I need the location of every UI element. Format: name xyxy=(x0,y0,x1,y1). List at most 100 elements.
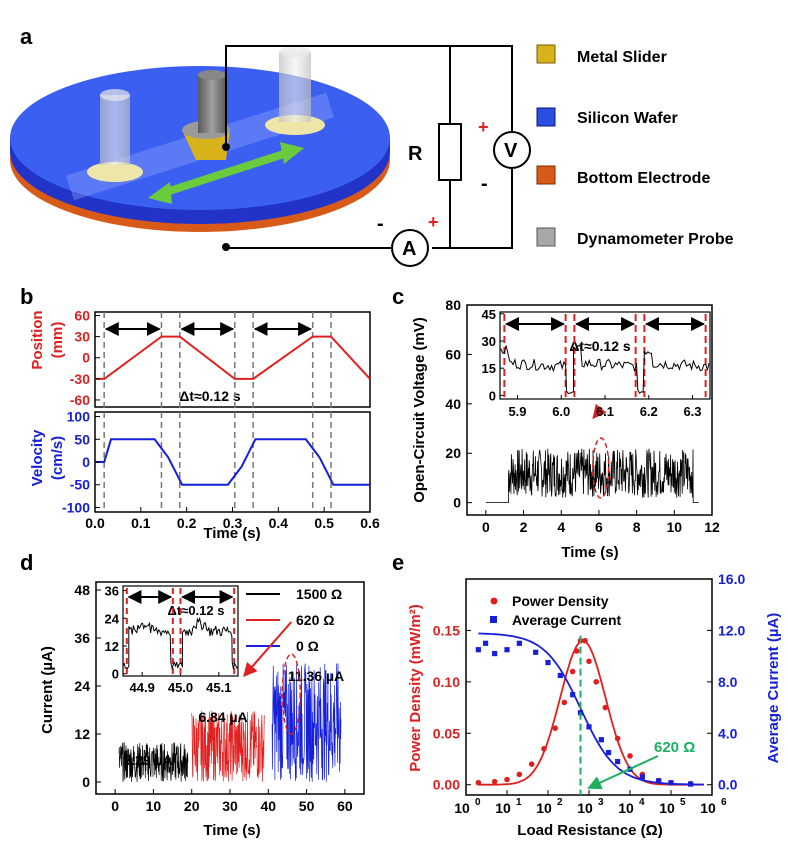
panel-e-label: e xyxy=(392,550,404,575)
e-current-point xyxy=(482,640,489,646)
c-voltage-signal xyxy=(485,448,699,503)
circuit-wires xyxy=(225,45,513,249)
voltmeter-plus: + xyxy=(478,117,489,137)
d-inset-signal xyxy=(122,616,239,671)
electrode-node xyxy=(222,243,230,251)
velocity-axis-unit: (cm/s) xyxy=(49,436,66,480)
d-inset-y-tick-label: 12 xyxy=(105,639,119,654)
c-x-tick-label: 12 xyxy=(704,519,720,535)
d-x-tick-label: 0 xyxy=(111,798,119,814)
velocity-series-line xyxy=(95,438,370,486)
silicon-wafer-swatch xyxy=(536,107,556,127)
e-current-point xyxy=(668,780,674,786)
motion-arrow-head-left xyxy=(148,182,172,204)
metal-slider-swatch xyxy=(536,44,556,64)
panel-a-label: a xyxy=(20,24,33,49)
d-series-line xyxy=(191,710,265,782)
e-left-tick-label: 0.10 xyxy=(433,674,460,690)
b-x-tick-label: 0.1 xyxy=(131,515,151,531)
e-power-point xyxy=(614,735,621,742)
e-right-tick-label: 8.0 xyxy=(718,674,738,690)
e-power-point xyxy=(586,658,592,665)
e-legend-power-label: Power Density xyxy=(512,593,609,609)
e-power-point xyxy=(516,771,523,778)
e-left-tick-label: 0.05 xyxy=(433,725,460,741)
e-current-point xyxy=(598,737,604,743)
legend-label: Bottom Electrode xyxy=(577,170,710,187)
panel-d-label: d xyxy=(20,550,33,575)
c-y-tick-label: 80 xyxy=(445,297,461,313)
e-x-tick-label: 10 xyxy=(659,800,675,816)
e-right-axis-label: Average Current (µA) xyxy=(765,613,782,764)
position-series-line xyxy=(95,335,371,380)
b-x-tick-label: 0.0 xyxy=(85,515,105,531)
c-inset-x-tick-label: 6.2 xyxy=(640,404,658,419)
d-x-tick-label: 60 xyxy=(337,798,353,814)
e-x-tick-exponent: 5 xyxy=(680,797,686,808)
b-velocity-tick-label: -100 xyxy=(62,499,90,515)
b-x-axis-label: Time (s) xyxy=(203,525,260,542)
d-series-line xyxy=(118,742,189,782)
b-x-tick-label: 0.6 xyxy=(360,515,380,531)
panel-e: e Power Density (mW/m²) Average Current … xyxy=(392,550,782,839)
c-plot-frame xyxy=(466,304,713,516)
voltmeter-label: V xyxy=(504,140,518,162)
c-inset-x-tick-label: 6.0 xyxy=(552,404,570,419)
legend-a: Metal Slider Silicon Wafer Bottom Electr… xyxy=(536,44,734,248)
c-x-tick-label: 2 xyxy=(520,519,528,535)
e-x-tick-exponent: 1 xyxy=(516,797,522,808)
e-power-point xyxy=(593,679,600,685)
d-y-tick-label: 48 xyxy=(74,582,90,598)
e-x-tick-label: 10 xyxy=(536,800,552,816)
c-x-axis-label: Time (s) xyxy=(561,544,618,561)
c-inset-x-tick-label: 5.9 xyxy=(508,404,526,419)
e-power-point xyxy=(627,753,633,759)
pad-right xyxy=(265,46,325,135)
e-x-axis-label: Load Resistance (Ω) xyxy=(517,822,662,839)
b-dt-annotation: Δt≈0.12 s xyxy=(179,388,241,404)
e-power-fit-curve xyxy=(478,639,704,786)
d-legend-label: 1500 Ω xyxy=(296,586,342,602)
c-x-tick-label: 10 xyxy=(667,519,683,535)
ammeter-plus: + xyxy=(428,212,439,232)
e-current-point xyxy=(545,659,551,666)
d-inset-annotation: Δt≈0.12 s xyxy=(168,603,225,618)
d-zoom-arrow xyxy=(243,621,293,678)
e-legend-power-marker xyxy=(490,597,498,605)
b-velocity-tick-label: 0 xyxy=(82,454,90,470)
legend-bottom-electrode: Bottom Electrode xyxy=(536,165,710,187)
e-current-point xyxy=(504,647,510,653)
ammeter-minus: - xyxy=(377,213,384,235)
d-content: 48 36 24 12 0 0 10 20 30 40 50 60 3.29 µA 6.84 µA 11.3… xyxy=(74,582,352,814)
e-current-point xyxy=(570,692,576,698)
b-velocity-tick-label: 50 xyxy=(74,431,90,447)
legend-dynamometer-probe: Dynamometer Probe xyxy=(536,227,734,248)
e-x-tick-exponent: 0 xyxy=(475,797,481,808)
e-power-point xyxy=(528,761,535,767)
e-right-tick-label: 0.0 xyxy=(718,777,738,793)
panel-c-label: c xyxy=(392,284,404,309)
c-inset-y-tick-label: 30 xyxy=(482,334,496,349)
e-620-label: 620 Ω xyxy=(654,739,695,756)
legend-label: Metal Slider xyxy=(577,49,667,66)
e-power-point xyxy=(602,704,609,711)
e-legend-current-label: Average Current xyxy=(512,612,622,628)
b-position-tick-label: -60 xyxy=(70,392,90,408)
d-inset-x-tick-label: 44.9 xyxy=(130,680,155,695)
e-x-tick-exponent: 6 xyxy=(721,797,727,808)
ammeter-label: A xyxy=(402,238,416,260)
ammeter xyxy=(391,229,429,267)
d-inset-y-tick-label: 0 xyxy=(112,667,119,682)
position-axis-unit: (mm) xyxy=(49,322,66,359)
position-plot-frame xyxy=(94,311,371,408)
b-position-tick-label: 0 xyxy=(82,350,90,366)
voltmeter-minus: - xyxy=(481,173,488,195)
d-inset-x-tick-label: 45.0 xyxy=(168,680,193,695)
panel-c: c Open-Circuit Voltage (mV) Time (s) Δt≈… xyxy=(392,284,720,561)
d-inset-y-tick-label: 24 xyxy=(105,611,120,626)
resistor xyxy=(438,123,462,181)
c-content: 0 20 40 60 80 0 2 4 6 8 10 12 45 30 15 0 5.9 6.0 6.1 6.2 6.3 xyxy=(445,297,720,535)
panel-b: b Position (mm) Velocity (cm/s) Time (s)… xyxy=(20,284,380,542)
